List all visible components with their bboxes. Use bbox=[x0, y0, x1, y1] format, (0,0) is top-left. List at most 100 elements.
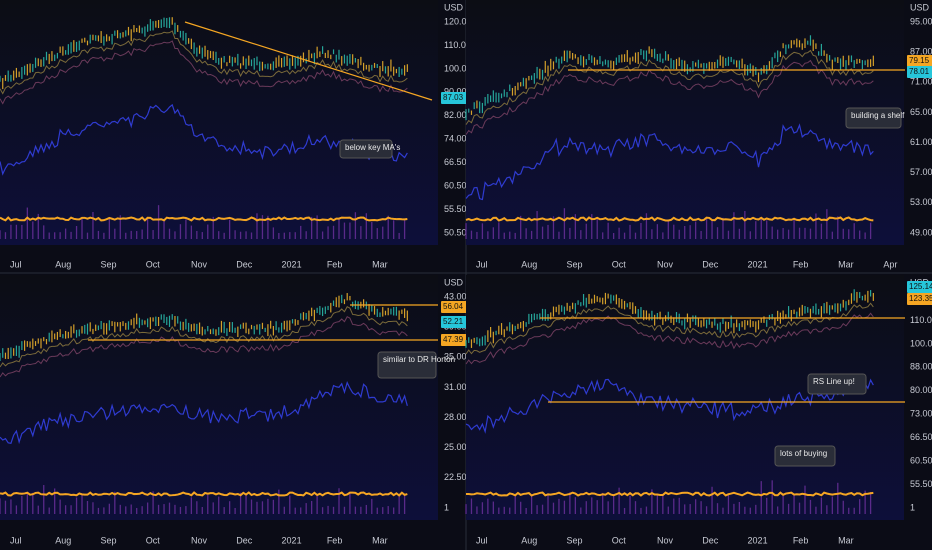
date-label: Oct bbox=[146, 259, 161, 269]
rs-line bbox=[465, 378, 874, 434]
price-tag bbox=[907, 293, 932, 305]
date-label: Oct bbox=[612, 259, 627, 269]
date-label: Sep bbox=[101, 259, 117, 269]
date-label: Oct bbox=[612, 535, 627, 545]
price-tick-label: 50.50 bbox=[444, 227, 467, 237]
date-label: Mar bbox=[372, 535, 388, 545]
trend-line bbox=[184, 21, 433, 101]
price-tag bbox=[441, 301, 467, 313]
date-label: Aug bbox=[521, 535, 537, 545]
price-tag-label: 125.14 bbox=[909, 282, 932, 291]
annotation: RS Line up! bbox=[813, 377, 855, 386]
moving-average bbox=[465, 312, 874, 365]
moving-average bbox=[0, 30, 408, 95]
annotation-box bbox=[807, 373, 867, 395]
price-tick-label: 66.50 bbox=[444, 157, 467, 167]
annotation-box bbox=[774, 445, 836, 467]
date-label: Nov bbox=[657, 259, 674, 269]
moving-average bbox=[0, 40, 408, 105]
volume-average bbox=[0, 216, 408, 222]
price-tick-label: 55.50 bbox=[444, 204, 467, 214]
price-tick-label: 87.00 bbox=[910, 47, 932, 57]
price-tick-label: 60.50 bbox=[444, 180, 467, 190]
price-tick-label: 55.50 bbox=[910, 479, 932, 489]
date-label: Apr bbox=[883, 259, 897, 269]
price-tick-label: 65.00 bbox=[910, 107, 932, 117]
date-label: Feb bbox=[793, 535, 809, 545]
price-tag bbox=[907, 66, 932, 78]
price-tick-label: 60.50 bbox=[910, 455, 932, 465]
price-tick-label: 28.00 bbox=[444, 412, 467, 422]
annotation: building a shelf bbox=[851, 111, 905, 120]
price-tick-label: 57.00 bbox=[910, 167, 932, 177]
date-label: Nov bbox=[191, 259, 208, 269]
currency-label: USD bbox=[444, 2, 464, 12]
price-tag bbox=[907, 55, 932, 67]
price-tag-label: 87.03 bbox=[443, 93, 464, 102]
date-label: Nov bbox=[191, 535, 208, 545]
price-tag bbox=[441, 92, 467, 104]
chart-area bbox=[466, 275, 904, 520]
annotation-box bbox=[845, 107, 902, 129]
date-label: Nov bbox=[657, 535, 674, 545]
price-tag bbox=[441, 334, 467, 346]
price-tag-label: 47.39 bbox=[443, 335, 464, 344]
date-label: 2021 bbox=[748, 259, 768, 269]
date-label: 2021 bbox=[282, 259, 302, 269]
date-label: Oct bbox=[146, 535, 161, 545]
price-tick-label: 35.00 bbox=[444, 352, 467, 362]
date-label: Mar bbox=[838, 259, 854, 269]
date-label: Dec bbox=[236, 535, 253, 545]
price-tick-label: 80.00 bbox=[910, 385, 932, 395]
price-tag-label: 123.35 bbox=[909, 294, 932, 303]
date-label: Feb bbox=[793, 259, 809, 269]
price-tag-label: 79.15 bbox=[909, 56, 930, 65]
price-tick-label: 95.00 bbox=[910, 16, 932, 26]
price-tick-label: 53.00 bbox=[910, 197, 932, 207]
price-tag bbox=[441, 316, 467, 328]
date-label: Mar bbox=[372, 259, 388, 269]
annotation: below key MA's bbox=[345, 143, 400, 152]
rs-line bbox=[0, 381, 408, 445]
price-tick-label: 1 bbox=[910, 502, 915, 512]
annotation-box bbox=[339, 139, 393, 159]
date-label: Aug bbox=[521, 259, 537, 269]
price-tick-label: 100.00 bbox=[444, 63, 472, 73]
price-tag-label: 56.04 bbox=[443, 302, 464, 311]
price-tick-label: 90.00 bbox=[444, 87, 467, 97]
volume-average bbox=[465, 216, 874, 222]
date-label: 2021 bbox=[282, 535, 302, 545]
date-label: Sep bbox=[567, 259, 583, 269]
price-tick-label: 73.00 bbox=[910, 409, 932, 419]
price-tick-label: 66.50 bbox=[910, 432, 932, 442]
price-tick-label: 120.00 bbox=[444, 16, 472, 26]
date-label: 2021 bbox=[748, 535, 768, 545]
moving-average bbox=[0, 316, 408, 378]
price-tick-label: 61.00 bbox=[910, 137, 932, 147]
currency-label: USD bbox=[910, 2, 930, 12]
date-label: Dec bbox=[236, 259, 253, 269]
annotation: similar to DR Horton bbox=[383, 355, 455, 364]
date-label: Jul bbox=[10, 535, 22, 545]
price-tag-label: 78.01 bbox=[909, 67, 930, 76]
chart-area bbox=[0, 275, 438, 520]
price-tick-label: 22.50 bbox=[444, 472, 467, 482]
currency-label: USD bbox=[444, 277, 464, 287]
price-tick-label: 71.00 bbox=[910, 77, 932, 87]
moving-average bbox=[0, 306, 408, 368]
price-tick-label: 74.00 bbox=[444, 134, 467, 144]
price-tick-label: 43.00 bbox=[444, 291, 467, 301]
date-label: Feb bbox=[327, 535, 343, 545]
volume-average bbox=[0, 491, 408, 497]
chart-area bbox=[466, 0, 904, 245]
rs-line bbox=[0, 103, 408, 176]
price-tick-label: 31.00 bbox=[444, 382, 467, 392]
rs-line bbox=[465, 123, 874, 201]
price-tick-label: 110.00 bbox=[910, 315, 932, 325]
price-tick-label: 49.00 bbox=[910, 227, 932, 237]
date-label: Dec bbox=[702, 535, 719, 545]
date-label: Aug bbox=[55, 259, 71, 269]
date-label: Mar bbox=[838, 535, 854, 545]
annotation: lots of buying bbox=[780, 449, 827, 458]
price-tick-label: 110.00 bbox=[444, 40, 471, 50]
